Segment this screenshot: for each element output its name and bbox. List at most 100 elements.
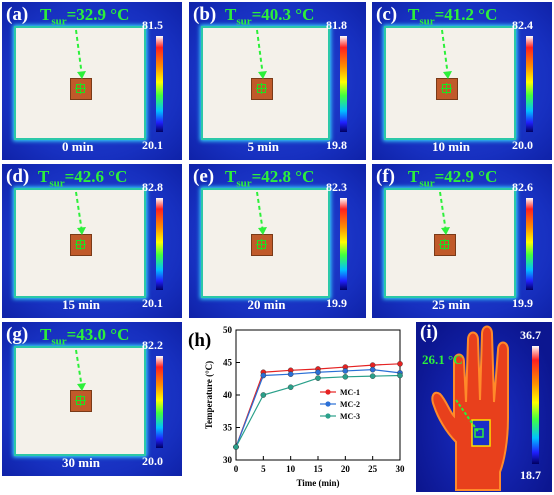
pointer-arrow [75, 349, 83, 389]
surface-temp: Tsur=42.8 °C [225, 167, 315, 190]
x-tick-label: 20 [341, 464, 351, 474]
colorbar-max: 82.4 [512, 18, 533, 32]
data-point [342, 374, 349, 380]
x-tick-label: 5 [261, 464, 266, 474]
heater-spot [251, 234, 273, 256]
arrow-head-icon [258, 227, 267, 235]
colorbar-min: 19.8 [326, 138, 347, 152]
data-point [287, 384, 294, 390]
x-tick-label: 25 [368, 464, 378, 474]
hand-crosshair-icon [474, 428, 484, 438]
legend-marker [325, 389, 331, 395]
y-axis-label: Temperature (°C) [204, 361, 214, 429]
panel-label: (a) [6, 4, 29, 25]
legend-label: MC-3 [340, 412, 360, 421]
pointer-arrow [441, 29, 449, 77]
surface-temp: Tsur=40.3 °C [225, 5, 315, 28]
y-tick-label: 45 [223, 358, 233, 368]
arrow-head-icon [443, 71, 452, 79]
crosshair-icon [256, 83, 267, 94]
data-point [315, 375, 321, 381]
x-tick-label: 0 [234, 464, 239, 474]
data-point [260, 372, 267, 379]
colorbar [156, 356, 163, 448]
surface-temp: Tsur=43.0 °C [40, 325, 130, 348]
data-point [287, 371, 294, 378]
panel-label: (c) [376, 4, 398, 25]
colorbar [156, 198, 163, 290]
pointer-arrow [75, 191, 83, 233]
legend-marker [325, 413, 331, 419]
thermal-panel-a: (a) Tsur=32.9 °C 81.5 20.1 0 min [2, 2, 182, 160]
colorbar-min: 20.0 [512, 138, 533, 152]
time-label: 10 min [432, 139, 470, 154]
y-tick-label: 50 [223, 325, 233, 335]
series-line-mc-2 [235, 369, 401, 448]
data-point [315, 369, 321, 376]
colorbar-max: 82.2 [142, 338, 163, 352]
colorbar-min: 20.1 [142, 296, 163, 310]
chart-panel-label: (h) [188, 330, 211, 351]
colorbar-max: 82.8 [142, 180, 163, 194]
panel-label: (e) [193, 166, 215, 187]
time-label: 0 min [62, 139, 94, 154]
surface-temp: Tsur=41.2 °C [408, 5, 498, 28]
colorbar [340, 36, 347, 132]
thermal-panel-g: (g) Tsur=43.0 °C 82.2 20.0 30 min [2, 322, 182, 476]
crosshair-icon [75, 395, 86, 406]
crosshair-icon [441, 83, 452, 94]
pointer-arrow [256, 29, 264, 77]
pointer-arrow [75, 29, 83, 77]
colorbar-min: 20.1 [142, 138, 163, 152]
series-line-mc-3 [235, 374, 401, 448]
surface-temp: Tsur=42.6 °C [38, 167, 128, 190]
crosshair-icon [256, 239, 267, 250]
thermal-panel-e: (e) Tsur=42.8 °C 82.3 19.9 20 min [189, 164, 366, 318]
colorbar [526, 198, 533, 290]
x-axis-label: Time (min) [296, 478, 339, 488]
colorbar-max: 81.8 [326, 18, 347, 32]
data-point [369, 373, 376, 379]
panel-i-cbar-min: 18.7 [520, 468, 541, 482]
time-label: 20 min [247, 297, 286, 312]
y-tick-label: 35 [223, 423, 233, 433]
surface-temp: Tsur=42.9 °C [408, 167, 498, 190]
temperature-chart: (h) 0 5 10 15 20 25 30 30 35 40 45 50 Time (min) Temp… [188, 325, 406, 488]
crosshair-icon [75, 239, 86, 250]
hand-sample-patch [471, 419, 491, 447]
x-tick-label: 15 [314, 464, 324, 474]
hand-thermal-image [431, 325, 509, 491]
thermal-panel-d: (d) Tsur=42.6 °C 82.8 20.1 15 min [2, 164, 182, 318]
pointer-arrow [439, 191, 447, 233]
panel-i-temp: 26.1 °C [422, 352, 463, 367]
data-point [233, 444, 239, 450]
x-tick-label: 10 [286, 464, 296, 474]
x-tick-label: 30 [396, 464, 406, 474]
colorbar-max: 81.5 [142, 18, 163, 32]
y-tick-label: 30 [223, 455, 233, 465]
thermal-panel-f: (f) Tsur=42.9 °C 82.6 19.9 25 min [372, 164, 552, 318]
arrow-head-icon [441, 227, 450, 235]
colorbar-min: 19.9 [512, 296, 533, 310]
thermal-panel-c: (c) Tsur=41.2 °C 82.4 20.0 10 min [372, 2, 552, 160]
time-label: 15 min [62, 297, 100, 312]
colorbar-min: 20.0 [142, 454, 163, 468]
data-point [342, 368, 349, 374]
surface-temp: Tsur=32.9 °C [40, 5, 130, 28]
colorbar-min: 19.9 [326, 296, 347, 310]
legend-marker [325, 401, 331, 407]
data-point [369, 366, 376, 373]
panel-label: (f) [376, 166, 395, 187]
heater-spot [70, 78, 92, 100]
thermal-panel-b: (b) Tsur=40.3 °C 81.8 19.8 5 min [189, 2, 366, 160]
colorbar [156, 36, 163, 132]
data-point [260, 392, 267, 398]
time-label: 5 min [247, 139, 279, 154]
data-point [397, 372, 403, 379]
heater-spot [436, 78, 458, 100]
heater-spot [70, 234, 92, 256]
arrow-head-icon [77, 71, 86, 79]
panel-i-cbar-max: 36.7 [520, 328, 541, 342]
time-label: 30 min [62, 455, 100, 470]
data-point [397, 361, 403, 367]
